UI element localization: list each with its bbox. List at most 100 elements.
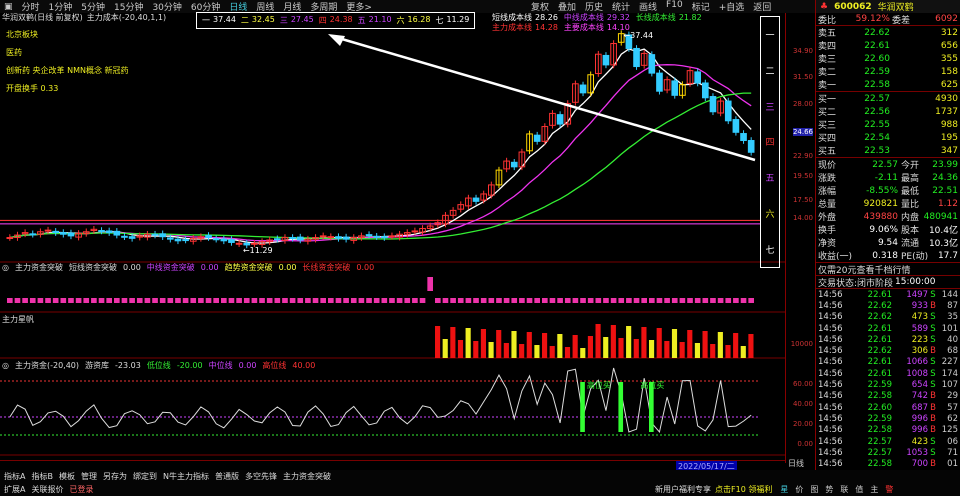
tick-time: 14:56: [818, 402, 843, 413]
chart-svg[interactable]: ←37.44 ←11.29 高位买 高位买: [0, 22, 785, 460]
quick-icon[interactable]: 值: [855, 485, 864, 494]
star-sail-bar: [542, 333, 548, 358]
indicator-tab[interactable]: 指标B: [31, 472, 53, 481]
tool-button[interactable]: 叠加: [557, 3, 576, 13]
quick-icon[interactable]: 联: [840, 485, 849, 494]
indicator-tab[interactable]: 主力资金突破: [282, 472, 331, 481]
period-tab[interactable]: 60分钟: [190, 3, 221, 13]
level-button[interactable]: 五: [765, 174, 775, 185]
promo-text[interactable]: 新用户福利专享: [655, 485, 711, 494]
star-sail-bar: [725, 345, 731, 358]
order-row: 买三 22.55 988: [816, 118, 960, 132]
indicator-tab[interactable]: 另存为: [102, 472, 127, 481]
quick-icon[interactable]: 势: [825, 485, 834, 494]
extension-tab[interactable]: 关联报价: [31, 485, 64, 494]
period-tab[interactable]: 更多>: [346, 3, 372, 13]
level-button[interactable]: 六: [765, 209, 775, 220]
candle-body: [258, 241, 266, 246]
quick-icon[interactable]: 图: [810, 485, 819, 494]
period-tab[interactable]: 分时: [21, 3, 40, 13]
cost-line-label: 主要成本线: [563, 23, 604, 32]
menu-icon[interactable]: ▣: [4, 1, 13, 12]
level-selector[interactable]: 一二三四五六七: [760, 16, 780, 268]
axis-tick: 34.90: [792, 47, 813, 55]
breakthrough-bar: [52, 298, 59, 303]
period-tab[interactable]: 30分钟: [152, 3, 182, 13]
indicator-tab[interactable]: 管理: [80, 472, 97, 481]
panel4-item-label: 低位线: [146, 361, 171, 370]
chart-area[interactable]: ←37.44 ←11.29 高位买 高位买: [0, 22, 785, 460]
period-tab[interactable]: 月线: [283, 3, 302, 13]
period-tab[interactable]: 1分钟: [48, 3, 73, 13]
breakthrough-bar: [710, 298, 716, 303]
level-button[interactable]: 三: [765, 102, 775, 113]
promo-f10[interactable]: 点击F10 领福利: [715, 485, 773, 494]
candle-body: [403, 232, 411, 235]
indicator-tab[interactable]: 普通版: [214, 472, 239, 481]
candle-body: [289, 237, 296, 240]
candle-body: [281, 237, 289, 241]
cost-line-value: 21.82: [678, 13, 702, 22]
axis-tick: 22.90: [792, 152, 813, 160]
period-tab[interactable]: 日线: [229, 3, 248, 13]
extension-tab[interactable]: 扩展A: [4, 485, 26, 494]
tool-button[interactable]: 返回: [753, 3, 772, 13]
tool-button[interactable]: 标记: [691, 3, 710, 13]
status-text: 交易状态:闭市阶段: [818, 278, 894, 289]
indicator-tab[interactable]: N牛主力指标: [162, 472, 209, 481]
stock-note: 北京板块: [6, 30, 38, 39]
breakthrough-bar: [656, 298, 663, 303]
tool-button[interactable]: 复权: [530, 3, 549, 13]
star-sail-bar: [450, 327, 456, 358]
long-cost-line: [9, 92, 752, 240]
tick-list[interactable]: 14:56 22.61 1497 S 144 14:56 22.62 933 B 87 14:56 2…: [816, 289, 960, 492]
order-volume: 347: [940, 145, 958, 156]
level-button[interactable]: 七: [765, 245, 775, 256]
period-tab[interactable]: 周线: [256, 3, 275, 13]
quick-icon[interactable]: 星: [780, 485, 789, 494]
indicator-tab[interactable]: 指标A: [4, 472, 26, 481]
level-button[interactable]: 四: [765, 138, 775, 149]
indicator-name[interactable]: 主力成本(-20,40,1,1): [86, 13, 167, 22]
high-buy-marker: 高位买: [640, 380, 664, 390]
level2-promo[interactable]: 仅需20元查看千档行情: [816, 263, 960, 276]
stat-value: 10.3亿: [928, 239, 958, 249]
star-sail-bar: [649, 340, 655, 358]
panel4-item-label: 高位线: [262, 361, 287, 370]
cost-line-item: 主力成本线 14.28: [492, 23, 558, 32]
quick-icon[interactable]: 价: [795, 485, 804, 494]
period-tab[interactable]: 15分钟: [114, 3, 144, 13]
level-label: 三: [279, 16, 288, 25]
axis-tick: 28.00: [792, 100, 813, 108]
star-sail-bar: [442, 339, 448, 358]
tick-price: 22.58: [867, 425, 892, 436]
quick-icon[interactable]: 主: [870, 485, 879, 494]
tick-volume: 996: [911, 425, 928, 436]
star-sail-bar: [610, 325, 616, 358]
indicator-tab[interactable]: 模板: [58, 472, 75, 481]
stat-value: 22.51: [932, 185, 958, 196]
tool-button[interactable]: F10: [666, 0, 683, 10]
level-button[interactable]: 一: [765, 31, 775, 42]
extension-tab[interactable]: 已登录: [69, 485, 94, 494]
settings-icon[interactable]: ◎: [2, 361, 9, 370]
tool-button[interactable]: 画线: [639, 3, 658, 13]
tick-time: 14:56: [818, 380, 843, 391]
tool-button[interactable]: 历史: [585, 3, 604, 13]
quick-icon[interactable]: 警: [885, 485, 894, 494]
period-tab[interactable]: 5分钟: [81, 3, 105, 13]
x-axis: 2022/05/17/二: [0, 460, 785, 472]
indicator-tab[interactable]: 绑定到: [132, 472, 157, 481]
tool-button[interactable]: 统计: [612, 3, 631, 13]
breakthrough-bar: [572, 298, 579, 303]
settings-icon[interactable]: ◎: [2, 263, 9, 272]
tool-button[interactable]: +自选: [718, 3, 745, 13]
indicator-tab[interactable]: 多空先锋: [244, 472, 277, 481]
stat-value: 9.06%: [869, 224, 898, 235]
period-tab[interactable]: 多周期: [310, 3, 338, 13]
level-button[interactable]: 二: [765, 67, 775, 78]
candle-body: [472, 197, 480, 202]
axis-tick: 60.00: [792, 380, 813, 388]
order-row: 买四 22.54 195: [816, 131, 960, 145]
level-item: 六 16.28: [397, 15, 431, 26]
